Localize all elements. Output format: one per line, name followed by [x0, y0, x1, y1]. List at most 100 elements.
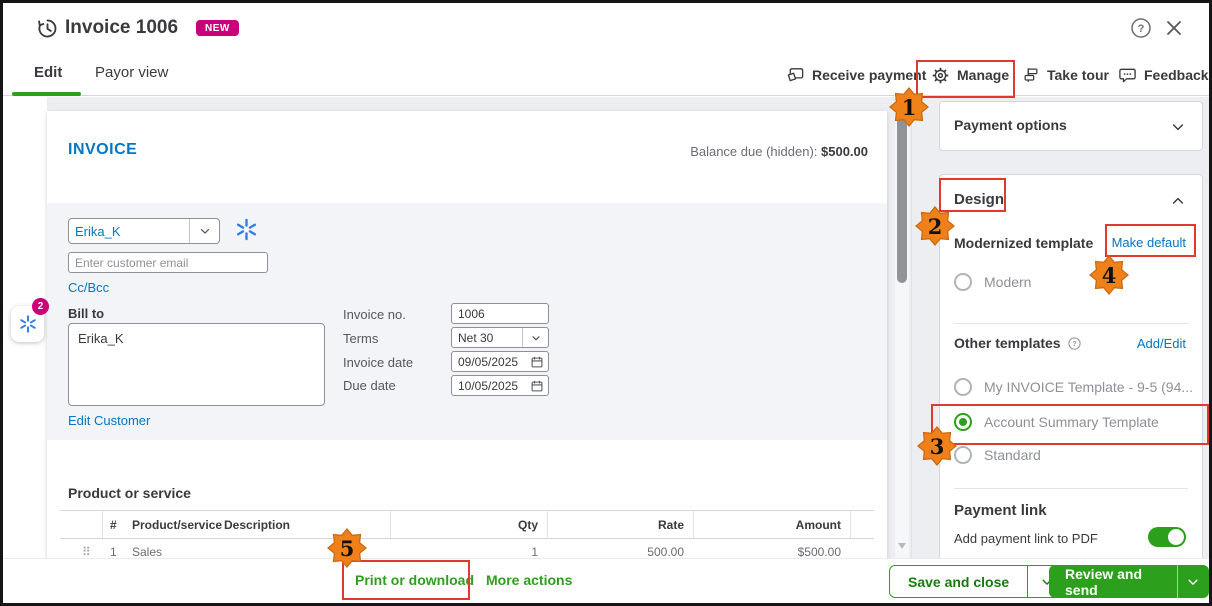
design-title: Design — [954, 191, 1005, 208]
radio-icon[interactable] — [954, 378, 972, 396]
row-amount: $500.00 — [797, 545, 841, 559]
col-rate: Rate — [657, 518, 684, 532]
receive-payment-button[interactable]: Receive payment — [786, 63, 926, 87]
payment-options-card[interactable]: Payment options — [939, 101, 1203, 151]
col-description: Description — [224, 518, 291, 532]
row-qty: 1 — [531, 545, 538, 559]
receive-payment-icon — [787, 67, 804, 81]
scrollbar-down-arrow[interactable] — [898, 543, 906, 549]
table-row[interactable]: ⠿ 1 Sales 1 500.00 $500.00 — [60, 539, 874, 561]
assist-sparkle-icon[interactable] — [233, 216, 260, 243]
take-tour-button[interactable]: Take tour — [1022, 63, 1109, 87]
balance-due-label: Balance due (hidden): — [690, 144, 821, 159]
tab-payor-view[interactable]: Payor view — [95, 64, 169, 81]
column-divider — [850, 511, 851, 538]
radio-label: Modern — [984, 274, 1032, 290]
invoice-date-input[interactable]: 09/05/2025 — [451, 351, 549, 372]
chevron-down-icon[interactable] — [522, 328, 548, 347]
divider — [954, 488, 1188, 489]
tab-bar: Edit Payor view Receive payment Manage T… — [3, 54, 1209, 96]
column-divider — [547, 511, 548, 538]
balance-due-value: $500.00 — [821, 144, 868, 159]
print-or-download-button[interactable]: Print or download — [355, 572, 474, 588]
scrollbar-thumb[interactable] — [897, 113, 907, 283]
help-icon[interactable]: ? — [1129, 16, 1153, 40]
active-tab-underline — [12, 92, 81, 96]
receive-payment-label: Receive payment — [812, 67, 927, 83]
row-number: 1 — [110, 545, 117, 559]
feedback-label: Feedback — [1144, 67, 1209, 83]
invoice-date-value: 09/05/2025 — [458, 354, 519, 369]
chevron-down-icon[interactable] — [1176, 565, 1209, 598]
payment-link-title: Payment link — [954, 502, 1047, 519]
calendar-icon[interactable] — [526, 355, 548, 369]
close-icon[interactable] — [1163, 17, 1185, 39]
chevron-down-icon[interactable] — [189, 219, 219, 243]
add-edit-link[interactable]: Add/Edit — [1136, 336, 1186, 351]
invoice-canvas: INVOICE Balance due (hidden): $500.00 Er… — [47, 97, 911, 561]
review-and-send-label: Review and send — [1065, 565, 1143, 598]
more-actions-button[interactable]: More actions — [486, 572, 573, 588]
radio-option-standard[interactable]: Standard — [954, 446, 1041, 464]
feedback-button[interactable]: Feedback — [1118, 63, 1209, 87]
chevron-up-icon[interactable] — [1170, 193, 1186, 209]
other-templates-text: Other templates — [954, 335, 1061, 351]
design-card: Design Modernized template Make default … — [939, 174, 1203, 561]
footer-action-bar: Print or download More actions Save and … — [3, 558, 1209, 603]
radio-option-modern[interactable]: Modern — [954, 273, 1031, 291]
history-icon[interactable] — [36, 17, 59, 40]
bill-to-textarea[interactable]: Erika_K — [68, 323, 325, 406]
radio-label: My INVOICE Template - 9-5 (94... — [984, 379, 1194, 395]
terms-value: Net 30 — [458, 330, 494, 345]
terms-label: Terms — [343, 331, 379, 346]
radio-icon[interactable] — [954, 446, 972, 464]
col-product-service: Product/service — [132, 518, 223, 532]
column-divider — [390, 511, 391, 538]
gear-icon — [932, 67, 949, 83]
edit-customer-link[interactable]: Edit Customer — [68, 413, 151, 428]
bill-to-label: Bill to — [68, 306, 105, 321]
due-date-input[interactable]: 10/05/2025 — [451, 375, 549, 396]
chevron-down-icon[interactable] — [1170, 119, 1186, 135]
content-area: INVOICE Balance due (hidden): $500.00 Er… — [3, 97, 1209, 561]
review-and-send-button[interactable]: Review and send — [1049, 565, 1209, 598]
tab-edit[interactable]: Edit — [34, 64, 63, 81]
payment-options-title: Payment options — [954, 117, 1067, 133]
row-rate: 500.00 — [647, 545, 684, 559]
svg-text:?: ? — [1138, 23, 1145, 35]
radio-icon[interactable] — [954, 273, 972, 291]
radio-option-my-invoice-template[interactable]: My INVOICE Template - 9-5 (94... — [954, 378, 1193, 396]
invoice-heading: INVOICE — [68, 141, 138, 158]
payment-link-toggle-label: Add payment link to PDF — [954, 531, 1098, 546]
table-header-row: # Product/service Description Qty Rate A… — [60, 510, 874, 539]
due-date-label: Due date — [343, 378, 396, 393]
due-date-value: 10/05/2025 — [458, 378, 519, 393]
col-number: # — [110, 518, 117, 532]
customer-select-value: Erika_K — [75, 224, 121, 239]
cc-bcc-link[interactable]: Cc/Bcc — [68, 280, 110, 295]
calendar-icon[interactable] — [526, 379, 548, 393]
payment-link-toggle[interactable] — [1148, 527, 1186, 547]
save-and-close-button[interactable]: Save and close — [889, 565, 1067, 598]
question-circle-icon[interactable]: ? — [1067, 336, 1082, 351]
invoice-no-input[interactable]: 1006 — [451, 303, 549, 324]
window-header: Invoice 1006 NEW ? — [3, 3, 1209, 54]
radio-selected-icon[interactable] — [954, 413, 972, 431]
terms-select[interactable]: Net 30 — [451, 327, 549, 348]
column-divider — [693, 511, 694, 538]
radio-label: Standard — [984, 447, 1041, 463]
save-and-close-label: Save and close — [908, 573, 1010, 590]
assist-count-badge: 2 — [32, 298, 49, 315]
assist-floating-button[interactable]: 2 — [11, 298, 49, 342]
right-sidebar: Payment options Design Modernized templa… — [911, 97, 1209, 561]
radio-option-account-summary-template[interactable]: Account Summary Template — [954, 413, 1159, 431]
col-qty: Qty — [517, 518, 538, 532]
make-default-link[interactable]: Make default — [1111, 235, 1186, 250]
manage-button[interactable]: Manage — [931, 63, 1009, 87]
invoice-paper: INVOICE Balance due (hidden): $500.00 Er… — [47, 111, 887, 561]
customer-select[interactable]: Erika_K — [68, 218, 220, 244]
customer-email-input[interactable] — [68, 252, 268, 273]
drag-handle-icon[interactable]: ⠿ — [82, 545, 91, 559]
page-title: Invoice 1006 — [65, 17, 179, 38]
